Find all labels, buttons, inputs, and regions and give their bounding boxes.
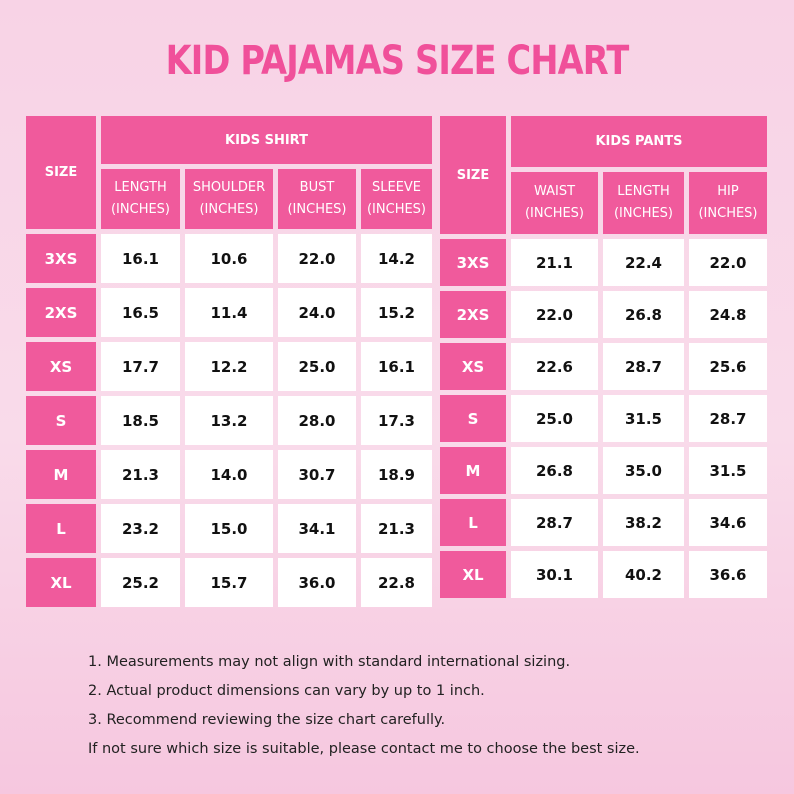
- pants-value-cell: 26.8: [603, 291, 684, 338]
- shirt-value-cell: 14.2: [361, 234, 432, 283]
- shirt-value-cell: 23.2: [101, 504, 180, 553]
- note-line: 2. Actual product dimensions can vary by…: [88, 683, 485, 699]
- shirt-value-cell: 14.0: [185, 450, 273, 499]
- shirt-value-cell: 17.3: [361, 396, 432, 445]
- column-unit: (INCHES): [698, 206, 758, 221]
- shirt-value-cell: 13.2: [185, 396, 273, 445]
- pants-value-cell: 31.5: [689, 447, 767, 494]
- pants-value-cell: 28.7: [689, 395, 767, 442]
- pants-size-label: M: [440, 447, 506, 494]
- shirt-value-cell: 17.7: [101, 342, 180, 391]
- shirt-size-label: S: [26, 396, 96, 445]
- note-line: If not sure which size is suitable, plea…: [88, 741, 640, 757]
- shirt-size-header: SIZE: [26, 116, 96, 229]
- notes-section: 1. Measurements may not align with stand…: [88, 648, 768, 764]
- column-name: SLEEVE: [371, 180, 422, 195]
- shirt-value-cell: 11.4: [185, 288, 273, 337]
- shirt-value-cell: 21.3: [101, 450, 180, 499]
- shirt-value-cell: 36.0: [278, 558, 356, 607]
- shirt-size-label: XL: [26, 558, 96, 607]
- shirt-value-cell: 21.3: [361, 504, 432, 553]
- column-unit: (INCHES): [613, 206, 674, 221]
- pants-value-cell: 28.7: [511, 499, 598, 546]
- pants-value-cell: 40.2: [603, 551, 684, 598]
- column-unit: (INCHES): [366, 202, 427, 217]
- pants-value-cell: 24.8: [689, 291, 767, 338]
- column-name: LENGTH: [114, 180, 167, 195]
- shirt-value-cell: 25.2: [101, 558, 180, 607]
- shirt-column-header: LENGTH (INCHES): [101, 169, 180, 229]
- pants-value-cell: 22.6: [511, 343, 598, 390]
- shirt-size-table: SIZE KIDS SHIRT LENGTH (INCHES) SHOULDER (INC…: [26, 116, 432, 607]
- shirt-value-cell: 18.9: [361, 450, 432, 499]
- note-line: 1. Measurements may not align with stand…: [88, 654, 571, 670]
- shirt-group-header: KIDS SHIRT: [101, 116, 432, 164]
- pants-size-header: SIZE: [440, 116, 506, 234]
- shirt-size-label: 3XS: [26, 234, 96, 283]
- pants-size-label: L: [440, 499, 506, 546]
- pants-size-table: SIZE KIDS PANTS WAIST (INCHES) LENGTH (INCHES…: [440, 116, 767, 607]
- shirt-value-cell: 18.5: [101, 396, 180, 445]
- column-unit: (INCHES): [110, 202, 171, 217]
- pants-group-header: KIDS PANTS: [511, 116, 767, 167]
- shirt-size-label: 2XS: [26, 288, 96, 337]
- column-unit: (INCHES): [287, 202, 347, 217]
- pants-value-cell: 28.7: [603, 343, 684, 390]
- column-name: SHOULDER: [192, 180, 266, 195]
- pants-value-cell: 38.2: [603, 499, 684, 546]
- pants-size-label: XS: [440, 343, 506, 390]
- shirt-value-cell: 16.1: [361, 342, 432, 391]
- shirt-value-cell: 24.0: [278, 288, 356, 337]
- pants-column-header: HIP (INCHES): [689, 172, 767, 234]
- pants-column-header: WAIST (INCHES): [511, 172, 598, 234]
- pants-size-label: 3XS: [440, 239, 506, 286]
- column-unit: (INCHES): [524, 206, 585, 221]
- note-line: 3. Recommend reviewing the size chart ca…: [88, 712, 446, 728]
- pants-value-cell: 22.0: [689, 239, 767, 286]
- shirt-value-cell: 25.0: [278, 342, 356, 391]
- pants-value-cell: 31.5: [603, 395, 684, 442]
- column-name: BUST: [299, 180, 335, 195]
- pants-size-label: XL: [440, 551, 506, 598]
- pants-value-cell: 26.8: [511, 447, 598, 494]
- shirt-value-cell: 28.0: [278, 396, 356, 445]
- shirt-value-cell: 15.2: [361, 288, 432, 337]
- shirt-value-cell: 22.0: [278, 234, 356, 283]
- pants-column-header: LENGTH (INCHES): [603, 172, 684, 234]
- shirt-value-cell: 10.6: [185, 234, 273, 283]
- shirt-value-cell: 15.0: [185, 504, 273, 553]
- shirt-value-cell: 15.7: [185, 558, 273, 607]
- column-name: HIP: [717, 184, 739, 199]
- column-name: WAIST: [533, 184, 576, 199]
- pants-value-cell: 36.6: [689, 551, 767, 598]
- shirt-value-cell: 22.8: [361, 558, 432, 607]
- pants-size-label: S: [440, 395, 506, 442]
- pants-value-cell: 34.6: [689, 499, 767, 546]
- shirt-value-cell: 16.1: [101, 234, 180, 283]
- pants-value-cell: 22.0: [511, 291, 598, 338]
- shirt-column-header: BUST (INCHES): [278, 169, 356, 229]
- pants-size-label: 2XS: [440, 291, 506, 338]
- pants-value-cell: 21.1: [511, 239, 598, 286]
- shirt-size-label: L: [26, 504, 96, 553]
- pants-value-cell: 25.6: [689, 343, 767, 390]
- shirt-value-cell: 34.1: [278, 504, 356, 553]
- shirt-size-label: XS: [26, 342, 96, 391]
- shirt-value-cell: 30.7: [278, 450, 356, 499]
- column-unit: (INCHES): [199, 202, 259, 217]
- pants-value-cell: 22.4: [603, 239, 684, 286]
- page-title: KID PAJAMAS SIZE CHART: [165, 38, 630, 84]
- shirt-column-header: SLEEVE (INCHES): [361, 169, 432, 229]
- pants-value-cell: 30.1: [511, 551, 598, 598]
- column-name: LENGTH: [617, 184, 670, 199]
- shirt-value-cell: 16.5: [101, 288, 180, 337]
- shirt-column-header: SHOULDER (INCHES): [185, 169, 273, 229]
- pants-value-cell: 35.0: [603, 447, 684, 494]
- shirt-value-cell: 12.2: [185, 342, 273, 391]
- pants-value-cell: 25.0: [511, 395, 598, 442]
- shirt-size-label: M: [26, 450, 96, 499]
